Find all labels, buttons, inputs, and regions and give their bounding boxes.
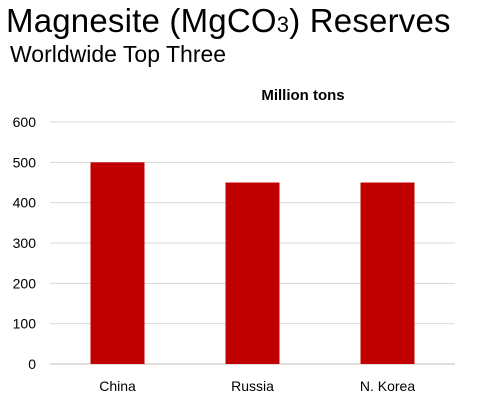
x-tick-label: N. Korea	[360, 378, 415, 394]
bars	[90, 162, 415, 364]
title-suffix: ) Reserves	[289, 2, 451, 39]
page-title: Magnesite (MgCO3) Reserves	[6, 2, 451, 44]
chart-title: Million tons	[261, 87, 344, 104]
bar-china	[90, 162, 145, 364]
title-subscript: 3	[276, 12, 290, 37]
y-tick-label: 200	[13, 275, 37, 291]
x-axis-ticks: China Russia N. Korea	[99, 378, 415, 394]
y-tick-label: 500	[13, 154, 37, 170]
bar-n-korea	[360, 182, 415, 364]
y-tick-label: 100	[13, 316, 37, 332]
x-tick-label: China	[99, 378, 136, 394]
x-tick-label: Russia	[231, 378, 274, 394]
page-subtitle: Worldwide Top Three	[10, 41, 227, 67]
y-tick-label: 0	[28, 356, 36, 372]
y-axis-ticks: 0 100 200 300 400 500 600	[13, 114, 37, 372]
y-tick-label: 300	[13, 235, 37, 251]
y-tick-label: 600	[13, 114, 37, 130]
title-prefix: Magnesite (MgCO	[6, 2, 277, 39]
y-tick-label: 400	[13, 195, 37, 211]
bar-russia	[225, 182, 280, 364]
